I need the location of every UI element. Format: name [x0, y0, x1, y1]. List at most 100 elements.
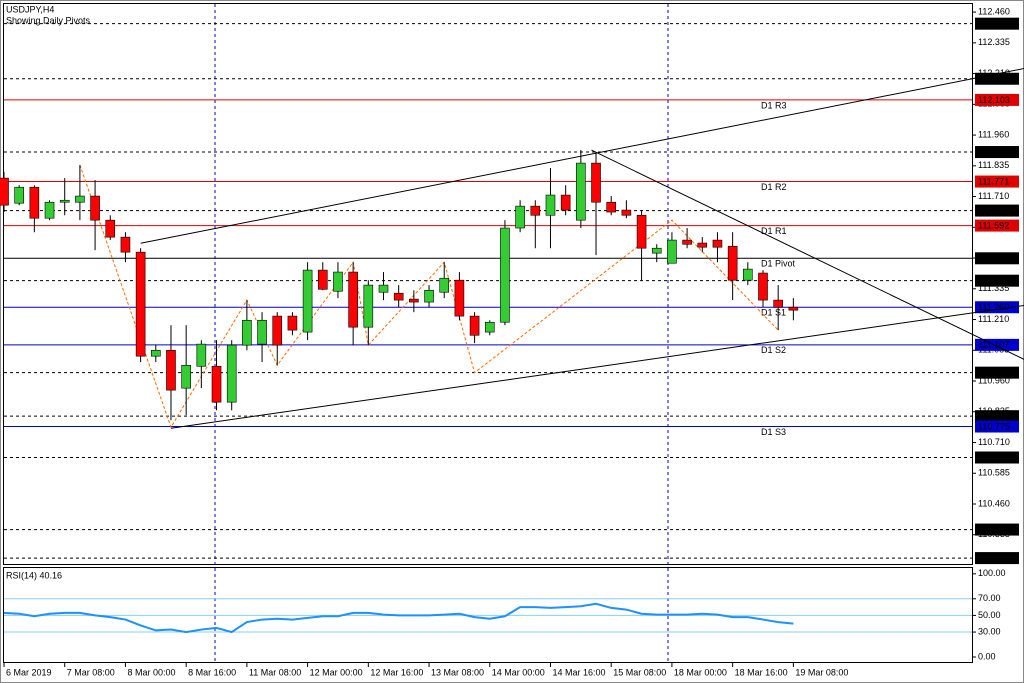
- candle-body: [697, 242, 708, 248]
- candle-body: [317, 269, 328, 290]
- candle-body: [0, 177, 9, 206]
- level-label: 110.649: [978, 452, 1010, 462]
- candle-body: [469, 315, 480, 336]
- x-tick-label: 7 Mar 08:00: [67, 667, 115, 677]
- y-tick-label: 111.710: [978, 191, 1009, 201]
- candle-body: [378, 284, 389, 293]
- level-box: [975, 552, 1019, 565]
- x-tick-label: 13 Mar 08:00: [431, 667, 484, 677]
- y-tick-label: 0.00: [978, 651, 996, 661]
- level-label: 111.368: [978, 276, 1009, 286]
- candle-body: [257, 319, 267, 345]
- candle-body: [348, 271, 358, 328]
- y-tick-label: 70.00: [978, 593, 1001, 603]
- y-tick-label: 111.960: [978, 129, 1009, 139]
- trendline: [140, 67, 1024, 244]
- candle-body: [743, 268, 753, 281]
- level-label: 112.189: [978, 74, 1010, 84]
- y-tick-label: 110.460: [978, 498, 1010, 508]
- candle-body: [272, 315, 283, 346]
- x-tick-label: 18 Mar 16:00: [735, 667, 788, 677]
- y-tick-label: 110.960: [978, 375, 1010, 385]
- level-label: 110.356: [978, 524, 1010, 534]
- rsi-line: [3, 602, 794, 634]
- level-name: D1 Pivot: [761, 259, 796, 269]
- candle-body: [287, 315, 298, 331]
- level-name: D1 R3: [761, 100, 787, 110]
- candle-body: [484, 321, 495, 333]
- level-box: [975, 146, 1019, 159]
- level-box: [975, 274, 1019, 287]
- candle-body: [712, 239, 723, 248]
- x-tick-label: 6 Mar 2019: [6, 667, 52, 677]
- x-tick-label: 8 Mar 00:00: [127, 667, 175, 677]
- x-tick-label: 12 Mar 16:00: [370, 667, 423, 677]
- level-name: D1 S3: [761, 427, 786, 437]
- rsi-title: RSI(14) 40.16: [6, 570, 62, 580]
- y-tick-label: 112.460: [978, 6, 1010, 16]
- x-tick-label: 15 Mar 08:00: [613, 667, 666, 677]
- price-pane: [3, 3, 973, 565]
- level-box: [975, 301, 1019, 314]
- level-name: D1 R1: [761, 226, 787, 236]
- level-box: [975, 204, 1019, 217]
- candle-body: [302, 269, 313, 333]
- candle-body: [135, 251, 146, 357]
- x-tick-label: 18 Mar 00:00: [674, 667, 727, 677]
- candle-body: [424, 289, 434, 303]
- candle-body: [242, 319, 252, 346]
- level-box: [975, 17, 1019, 30]
- level-label: 111.260: [978, 302, 1009, 312]
- candle-body: [758, 272, 768, 301]
- candle-body: [621, 209, 632, 216]
- candle-body: [591, 162, 601, 203]
- level-name: D1 S2: [761, 345, 786, 355]
- chart-title: USDJPY,H4: [6, 4, 54, 14]
- level-label: 110.817: [978, 411, 1010, 421]
- level-box: [975, 252, 1019, 265]
- y-tick-label: 110.710: [978, 437, 1010, 447]
- level-box: [975, 410, 1019, 423]
- y-tick-label: 100.00: [978, 568, 1006, 578]
- chart-subtitle: Showing Daily Pivots: [6, 15, 91, 25]
- candle-body: [393, 292, 404, 301]
- level-box: [975, 93, 1019, 106]
- level-label: 111.459: [978, 253, 1009, 263]
- candle-body: [105, 219, 116, 238]
- level-label: 110.775: [978, 421, 1010, 431]
- candle-body: [651, 247, 662, 254]
- candle-body: [90, 195, 100, 221]
- candle-body: [211, 365, 222, 403]
- candle-body: [226, 344, 237, 403]
- candle-body: [576, 162, 586, 221]
- candle-body: [515, 205, 525, 229]
- candle-body: [333, 271, 343, 292]
- level-name: D1 S1: [761, 308, 786, 318]
- candle-body: [59, 199, 70, 203]
- x-tick-label: 14 Mar 16:00: [552, 667, 605, 677]
- candle-body: [560, 194, 571, 211]
- candle-body: [29, 186, 40, 219]
- plot-layer: 112.460112.335112.210112.085111.960111.8…: [0, 6, 1024, 677]
- candle-body: [682, 239, 692, 245]
- level-box: [975, 219, 1019, 232]
- candle-body: [151, 349, 161, 357]
- candle-body: [196, 343, 207, 367]
- candle-body: [409, 298, 419, 303]
- candle-body: [166, 349, 176, 391]
- candle-body: [667, 239, 677, 264]
- level-label: 111.771: [978, 176, 1009, 186]
- x-tick-label: 19 Mar 08:00: [795, 667, 848, 677]
- x-tick-label: 8 Mar 16:00: [188, 667, 236, 677]
- level-label: 112.103: [978, 95, 1010, 105]
- y-tick-label: 112.335: [978, 37, 1010, 47]
- candle-body: [773, 299, 783, 308]
- level-label: 112.413: [978, 19, 1010, 29]
- candle-body: [545, 194, 556, 216]
- candle-body: [788, 306, 799, 311]
- candle-body: [636, 214, 647, 249]
- y-tick-label: 30.00: [978, 626, 1001, 636]
- candle-body: [606, 201, 617, 213]
- candle-body: [14, 186, 24, 204]
